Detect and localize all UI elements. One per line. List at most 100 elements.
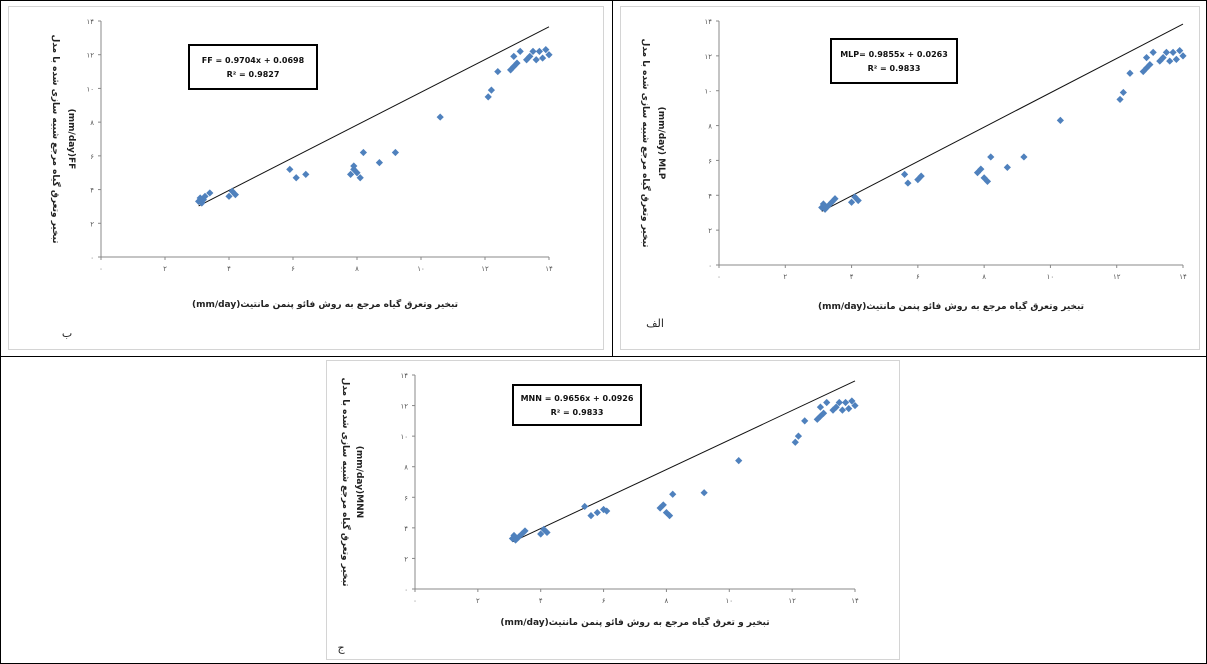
- data-point: [801, 417, 809, 425]
- y-axis-label-line2: (mm/day)FF: [66, 109, 76, 170]
- data-point: [510, 52, 518, 60]
- data-point: [901, 170, 909, 178]
- chart-mnn-svg: ۰ ۲ ۴ ۶ ۸ ۱۰ ۱۲ ۱۴ ۰ ۲ ۴ ۶ ۸ ۱۰ ۱۲ ۱۴ MNN = 0.9656x + 0.…: [337, 372, 859, 654]
- x-tick-label: ۰: [717, 273, 721, 281]
- y-tick-label: ۰: [708, 262, 712, 270]
- data-point: [1139, 67, 1147, 76]
- chart-ff-svg: ۰ ۲ ۴ ۶ ۸ ۱۰ ۱۲ ۱۴ ۰ ۲ ۴ ۶ ۸ ۱۰ ۱۲ ۱۴ FF = 0.9704x + 0.0…: [50, 18, 553, 340]
- data-point: [848, 397, 856, 405]
- data-point: [1162, 48, 1171, 56]
- equation-box: [830, 38, 958, 84]
- y-tick-label: ۶: [404, 494, 408, 502]
- regression-equation: FF = 0.9704x + 0.0698: [202, 56, 305, 65]
- data-point: [735, 457, 743, 465]
- data-point: [832, 403, 840, 411]
- x-tick-label: ۱۰: [726, 597, 734, 605]
- data-point: [593, 508, 601, 517]
- x-tick-label: ۰: [99, 265, 103, 273]
- data-point: [535, 47, 543, 55]
- data-point: [516, 47, 524, 55]
- data-point: [980, 174, 988, 182]
- x-tick-label: ۴: [850, 273, 854, 281]
- data-point: [436, 113, 444, 121]
- data-point: [1119, 88, 1127, 97]
- data-point: [526, 52, 534, 60]
- y-tick-label: ۱۲: [86, 52, 94, 60]
- data-point: [587, 512, 595, 520]
- data-point: [835, 398, 843, 407]
- r-squared-label: R² = 0.9833: [868, 64, 921, 73]
- data-point: [350, 162, 358, 170]
- equation-box: [188, 44, 318, 90]
- data-point: [841, 398, 850, 407]
- y-tick-label: ۰: [90, 254, 94, 262]
- data-point: [1172, 55, 1180, 63]
- data-point: [665, 512, 674, 520]
- data-point: [1003, 163, 1011, 171]
- chart-panel-ff: ۰ ۲ ۴ ۶ ۸ ۱۰ ۱۲ ۱۴ ۰ ۲ ۴ ۶ ۸ ۱۰ ۱۲ ۱۴ FF = 0.9704x + 0.0…: [8, 6, 604, 350]
- x-axis-label: تبخیر وتعرق گیاه مرجع به روش فائو پنمن م…: [818, 300, 1084, 312]
- regression-equation: MNN = 0.9656x + 0.0926: [521, 394, 634, 403]
- y-axis-label-line1: تبخیر وتعرق گیاه مرجع شبیه سازی شده با م…: [50, 35, 62, 244]
- chart-panel-mnn: ۰ ۲ ۴ ۶ ۸ ۱۰ ۱۲ ۱۴ ۰ ۲ ۴ ۶ ۸ ۱۰ ۱۲ ۱۴ MNN = 0.9656x + 0.…: [326, 360, 900, 660]
- data-point: [513, 59, 521, 67]
- data-point: [302, 170, 310, 178]
- x-tick-label: ۱۰: [1047, 273, 1055, 281]
- x-tick-label: ۱۲: [481, 265, 489, 273]
- data-point: [1146, 60, 1154, 69]
- data-point: [1126, 69, 1134, 77]
- data-point: [791, 438, 799, 446]
- data-point: [845, 405, 853, 413]
- data-point: [823, 398, 831, 407]
- y-tick-label: ۴: [404, 525, 408, 533]
- data-point: [539, 54, 547, 62]
- x-tick-label: ۶: [916, 273, 920, 281]
- x-tick-label: ۸: [355, 265, 359, 273]
- y-tick-label: ۶: [90, 153, 94, 161]
- data-point: [987, 153, 995, 161]
- data-point: [1142, 54, 1151, 62]
- data-point: [816, 412, 825, 420]
- equation-box: [512, 384, 642, 426]
- data-point: [854, 196, 862, 205]
- data-point: [353, 169, 361, 177]
- y-tick-label: ۴: [708, 192, 712, 200]
- r-squared-label: R² = 0.9833: [551, 408, 604, 417]
- x-tick-label: ۲: [163, 265, 167, 273]
- data-point: [545, 51, 553, 59]
- data-point: [1020, 153, 1028, 161]
- data-point: [1169, 48, 1177, 56]
- x-tick-label: ۰: [413, 597, 417, 605]
- panel-letter: ج: [337, 641, 345, 654]
- data-point: [700, 489, 708, 497]
- x-tick-label: ۴: [539, 597, 543, 605]
- data-point: [813, 415, 821, 423]
- y-tick-label: ۱۲: [704, 53, 712, 61]
- x-tick-label: ۲: [476, 597, 480, 605]
- data-point: [659, 501, 667, 509]
- y-tick-label: ۴: [90, 187, 94, 195]
- y-tick-label: ۱۴: [86, 18, 94, 26]
- data-point: [1159, 54, 1167, 62]
- data-point: [523, 56, 531, 64]
- x-tick-label: ۱۴: [545, 265, 553, 273]
- data-point: [356, 174, 364, 182]
- data-point: [917, 172, 925, 180]
- y-axis-label-line2: (mm/day)MNN: [354, 446, 364, 518]
- x-tick-label: ۲: [783, 273, 787, 281]
- trendline: [821, 23, 1184, 212]
- y-tick-label: ۱۰: [704, 88, 712, 96]
- data-point: [794, 432, 803, 440]
- data-point: [286, 165, 294, 173]
- data-point: [231, 191, 239, 199]
- data-point: [225, 192, 233, 200]
- data-point: [206, 189, 214, 197]
- data-point: [656, 504, 664, 512]
- data-point: [977, 165, 985, 173]
- panel-letter: الف: [646, 317, 664, 330]
- y-tick-label: ۲: [404, 555, 408, 563]
- data-point: [838, 406, 847, 414]
- x-tick-label: ۱۴: [851, 597, 859, 605]
- data-point: [831, 195, 839, 203]
- x-axis-label: تبخیر وتعرق گیاه مرجع به روش فائو پنمن م…: [192, 298, 458, 310]
